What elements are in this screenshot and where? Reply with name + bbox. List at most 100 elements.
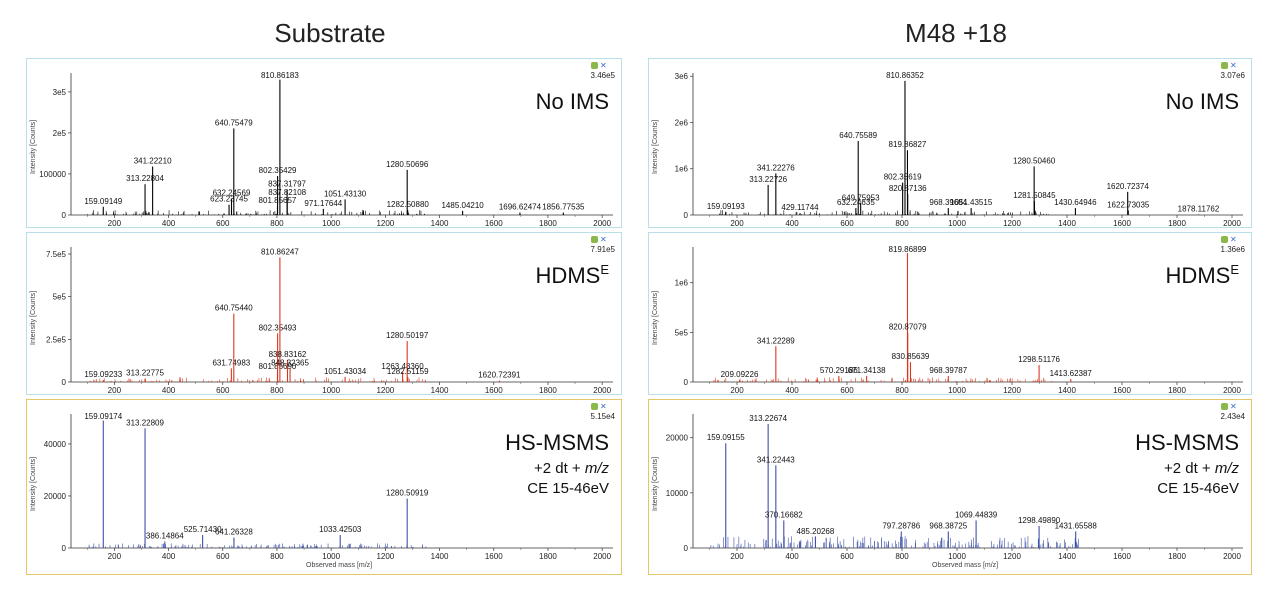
peak-label: 209.09226 [721, 370, 759, 379]
y-tick-label: 1e6 [675, 165, 689, 174]
peak-label: 1620.72374 [1107, 182, 1150, 191]
pin-icon[interactable] [1221, 403, 1228, 411]
y-tick-label: 0 [62, 211, 67, 220]
peak-label: 1033.42503 [319, 525, 362, 534]
peak-label: 1282.51159 [387, 367, 429, 376]
y-tick-label: 0 [62, 544, 67, 553]
max-intensity-label: 5.15e4 [590, 412, 615, 421]
max-intensity-label: 2.43e4 [1220, 412, 1245, 421]
peak-label: 848.32365 [271, 358, 309, 367]
drift-time-note: +2 dt + m/z [1164, 460, 1239, 477]
x-tick-label: 1800 [539, 219, 557, 228]
x-tick-label: 800 [270, 552, 284, 561]
peak-label: 797.28786 [882, 521, 920, 530]
y-tick-label: 2e6 [675, 118, 689, 127]
peak-label: 819.86827 [889, 140, 927, 149]
x-tick-label: 1600 [485, 552, 503, 561]
peak-label: 341.22443 [757, 455, 795, 464]
y-axis-label: Intensity [Counts] [652, 456, 659, 511]
peak-label: 968.38725 [929, 521, 967, 530]
panel-title: No IMS [1166, 91, 1239, 113]
x-tick-label: 1400 [1058, 219, 1076, 228]
peak-label: 386.14864 [146, 531, 184, 540]
peak-label: 837.82108 [268, 188, 306, 197]
x-tick-label: 400 [162, 552, 176, 561]
peak-label: 838.83162 [269, 350, 307, 359]
panel-title: HS-MSMS [505, 432, 609, 454]
peak-label: 1696.62474 [499, 203, 542, 212]
spectrum-plot-sub-hdmse: 200 400 600 800 1000 1200 1400 1600 1800 2000 0 2.5… [46, 247, 613, 395]
close-icon[interactable]: ✕ [1230, 235, 1237, 245]
y-tick-label: 5e5 [675, 328, 689, 337]
spectrum-panel-m48-hdmse: 200 400 600 800 1000 1200 1400 1600 1800 2000 0 5e5… [648, 232, 1252, 395]
y-tick-label: 0 [684, 544, 689, 553]
peak-label: 1280.50696 [386, 160, 429, 169]
peak-label: 968.39787 [929, 366, 967, 375]
y-axis-label: Intensity [Counts] [652, 119, 659, 174]
panel-title-text: HDMS [1165, 263, 1231, 288]
peak-label: 802.35619 [884, 173, 922, 182]
column-title-m48: M48 +18 [905, 18, 1007, 48]
close-icon[interactable]: ✕ [600, 235, 607, 245]
peak-label: 819.86899 [889, 245, 927, 254]
peak-label: 341.22276 [757, 163, 795, 172]
x-tick-label: 600 [216, 386, 230, 395]
y-tick-label: 5e5 [53, 293, 67, 302]
close-icon[interactable]: ✕ [600, 402, 607, 412]
peak-label: 1282.50880 [387, 200, 430, 209]
peak-label: 570.29186 [820, 366, 858, 375]
peak-label: 313.22726 [749, 175, 787, 184]
peak-label: 313.22804 [126, 174, 164, 183]
peak-label: 313.22775 [126, 369, 164, 378]
x-tick-label: 400 [162, 219, 176, 228]
x-tick-label: 1200 [376, 386, 394, 395]
pin-icon[interactable] [591, 236, 598, 244]
peak-label: 641.26328 [215, 528, 253, 537]
max-intensity-label: 7.91e5 [590, 245, 615, 254]
peak-label: 1620.72391 [478, 371, 521, 380]
close-icon[interactable]: ✕ [1230, 61, 1237, 71]
drift-time-text: +2 dt + [1163, 460, 1215, 477]
peak-label: 820.87079 [889, 322, 927, 331]
y-tick-label: 3e5 [53, 88, 67, 97]
x-tick-label: 200 [730, 386, 744, 395]
peak-label: 1878.11762 [1178, 205, 1220, 214]
x-tick-label: 200 [730, 552, 744, 561]
close-icon[interactable]: ✕ [1230, 402, 1237, 412]
x-tick-label: 600 [840, 552, 854, 561]
y-tick-label: 1e6 [675, 279, 689, 288]
peak-label: 159.09155 [707, 433, 745, 442]
panel-title: No IMS [536, 91, 609, 113]
peak-label: 820.87136 [889, 184, 927, 193]
peak-label: 640.75440 [215, 304, 253, 313]
peak-label: 159.09149 [84, 197, 122, 206]
y-tick-label: 2.5e5 [46, 335, 67, 344]
close-icon[interactable]: ✕ [600, 61, 607, 71]
mz-text: m/z [1214, 460, 1239, 477]
panel-title-text: No IMS [535, 89, 609, 114]
spectrum-panel-m48-hsmsms: 200 400 600 800 1000 1200 1400 1600 1800 2000 0 100… [648, 399, 1252, 575]
x-tick-label: 1800 [539, 552, 557, 561]
peak-label: 640.75479 [215, 118, 253, 127]
x-tick-label: 1400 [1058, 386, 1076, 395]
y-axis-label: Intensity [Counts] [30, 290, 37, 345]
pin-icon[interactable] [591, 403, 598, 411]
peak-label: 1051.43515 [950, 198, 993, 207]
x-tick-label: 600 [216, 552, 230, 561]
x-tick-label: 800 [895, 219, 909, 228]
peak-label: 1263.48360 [381, 362, 424, 371]
x-tick-label: 1600 [1113, 219, 1131, 228]
y-axis-label: Intensity [Counts] [652, 290, 659, 345]
pin-icon[interactable] [1221, 62, 1228, 70]
peak-label: 485.20268 [797, 527, 835, 536]
x-tick-label: 1200 [376, 219, 394, 228]
peak-label: 640.75589 [839, 131, 877, 140]
x-tick-label: 600 [216, 219, 230, 228]
x-tick-label: 1800 [1168, 552, 1186, 561]
pin-icon[interactable] [1221, 236, 1228, 244]
spectrum-panel-m48-noims: 200 400 600 800 1000 1200 1400 1600 1800 2000 0 1e6… [648, 58, 1252, 228]
x-tick-label: 1000 [948, 552, 966, 561]
pin-icon[interactable] [591, 62, 598, 70]
x-tick-label: 2000 [1223, 386, 1241, 395]
panel-title-superscript: E [600, 262, 609, 277]
